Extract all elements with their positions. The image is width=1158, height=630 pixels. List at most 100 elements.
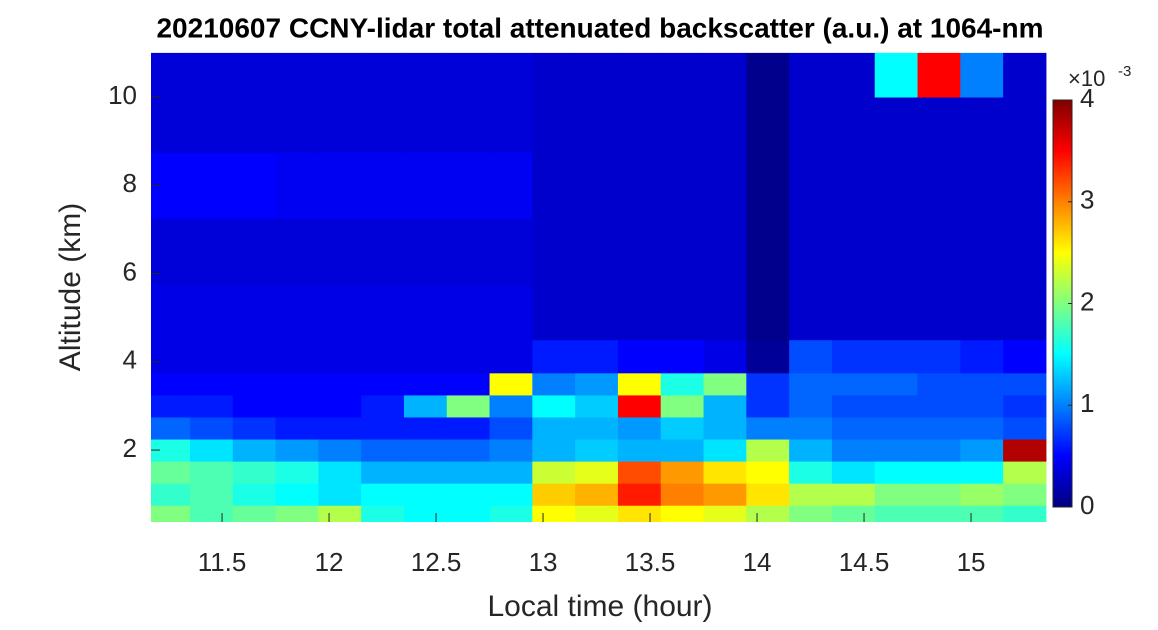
heatmap-cell bbox=[532, 152, 576, 219]
heatmap-cell bbox=[960, 439, 1004, 462]
colorbar-tick-label: 0 bbox=[1080, 490, 1094, 520]
heatmap-cell bbox=[1003, 439, 1047, 462]
heatmap-cell bbox=[789, 394, 833, 418]
heatmap-cell bbox=[403, 339, 448, 374]
heatmap-cell bbox=[746, 372, 790, 396]
heatmap-cell bbox=[151, 483, 191, 506]
heatmap-cell bbox=[660, 339, 705, 374]
heatmap-cell bbox=[789, 461, 833, 484]
heatmap-cell bbox=[446, 394, 491, 418]
heatmap-cell bbox=[361, 483, 405, 506]
heatmap-cell bbox=[318, 372, 362, 396]
heatmap-cell bbox=[489, 284, 533, 341]
heatmap-cell bbox=[403, 394, 448, 418]
heatmap-cell bbox=[917, 218, 961, 286]
heatmap-cell bbox=[318, 416, 362, 440]
heatmap-cell bbox=[660, 416, 705, 440]
heatmap-cell bbox=[275, 416, 319, 440]
heatmap-cell bbox=[189, 97, 234, 153]
heatmap-cell bbox=[151, 218, 191, 286]
heatmap-cell bbox=[189, 483, 234, 506]
heatmap-cell bbox=[275, 439, 319, 462]
y-tick-label: 10 bbox=[108, 80, 137, 110]
heatmap-cell bbox=[789, 52, 833, 98]
heatmap-cell bbox=[361, 372, 405, 396]
heatmap-cell bbox=[660, 461, 705, 484]
heatmap-cell bbox=[703, 372, 747, 396]
heatmap-cell bbox=[617, 483, 662, 506]
heatmap-cell bbox=[275, 52, 319, 98]
heatmap-cell bbox=[746, 439, 790, 462]
heatmap-cell bbox=[874, 483, 919, 506]
heatmap-cell bbox=[275, 461, 319, 484]
heatmap-cell bbox=[746, 52, 790, 98]
heatmap-cell bbox=[151, 97, 191, 153]
heatmap-cell bbox=[703, 218, 747, 286]
y-tick-label: 8 bbox=[123, 168, 137, 198]
heatmap-cell bbox=[789, 439, 833, 462]
heatmap-cell bbox=[275, 152, 319, 219]
heatmap-cell bbox=[831, 284, 876, 341]
x-tick-label: 14.5 bbox=[839, 547, 890, 577]
heatmap-cell bbox=[189, 152, 234, 219]
heatmap-cell bbox=[151, 505, 191, 522]
heatmap-cell bbox=[318, 439, 362, 462]
heatmap-cell bbox=[660, 505, 705, 522]
heatmap-cell bbox=[703, 483, 747, 506]
heatmap-cell bbox=[446, 152, 491, 219]
heatmap-cell bbox=[446, 284, 491, 341]
heatmap-cell bbox=[789, 339, 833, 374]
heatmap-cell bbox=[917, 505, 961, 522]
heatmap-cell bbox=[318, 461, 362, 484]
x-axis-label: Local time (hour) bbox=[487, 590, 712, 623]
heatmap-cell bbox=[746, 152, 790, 219]
heatmap-cell bbox=[746, 218, 790, 286]
heatmap-cell bbox=[617, 284, 662, 341]
heatmap-cell bbox=[361, 152, 405, 219]
heatmap-cell bbox=[1003, 483, 1047, 506]
heatmap-cell bbox=[489, 483, 533, 506]
heatmap-cell bbox=[960, 505, 1004, 522]
heatmap-cell bbox=[189, 394, 234, 418]
heatmap-cell bbox=[789, 372, 833, 396]
x-tick-label: 12 bbox=[315, 547, 344, 577]
heatmap-cell bbox=[831, 416, 876, 440]
heatmap-cell bbox=[318, 394, 362, 418]
heatmap-cell bbox=[151, 394, 191, 418]
heatmap-cell bbox=[660, 439, 705, 462]
heatmap-cell bbox=[960, 416, 1004, 440]
heatmap-cell bbox=[831, 152, 876, 219]
y-tick-label: 4 bbox=[123, 345, 137, 375]
heatmap-cell bbox=[318, 284, 362, 341]
heatmap-cell bbox=[960, 97, 1004, 153]
heatmap-cell bbox=[789, 218, 833, 286]
heatmap-cell bbox=[703, 394, 747, 418]
heatmap-cell bbox=[189, 505, 234, 522]
heatmap-cell bbox=[917, 461, 961, 484]
heatmap-cell bbox=[361, 394, 405, 418]
heatmap-cell bbox=[361, 339, 405, 374]
heatmap-cell bbox=[575, 152, 619, 219]
heatmap-cell bbox=[660, 394, 705, 418]
heatmap-cell bbox=[746, 394, 790, 418]
heatmap-cell bbox=[831, 372, 876, 396]
heatmap-cell bbox=[960, 461, 1004, 484]
heatmap-cell bbox=[532, 505, 576, 522]
heatmap-cell bbox=[575, 339, 619, 374]
heatmap-cell bbox=[831, 52, 876, 98]
heatmap-cell bbox=[617, 218, 662, 286]
heatmap-cell bbox=[703, 505, 747, 522]
heatmap-cell bbox=[275, 97, 319, 153]
heatmap-cell bbox=[960, 372, 1004, 396]
heatmap-cell bbox=[703, 439, 747, 462]
heatmap-cell bbox=[151, 416, 191, 440]
heatmap-cell bbox=[275, 483, 319, 506]
heatmap-cell bbox=[703, 416, 747, 440]
heatmap-cell bbox=[318, 339, 362, 374]
heatmap-cell bbox=[489, 339, 533, 374]
heatmap-cell bbox=[575, 218, 619, 286]
heatmap-cell bbox=[746, 461, 790, 484]
colorbar-tick-label: 1 bbox=[1080, 388, 1094, 418]
heatmap-cell bbox=[403, 505, 448, 522]
